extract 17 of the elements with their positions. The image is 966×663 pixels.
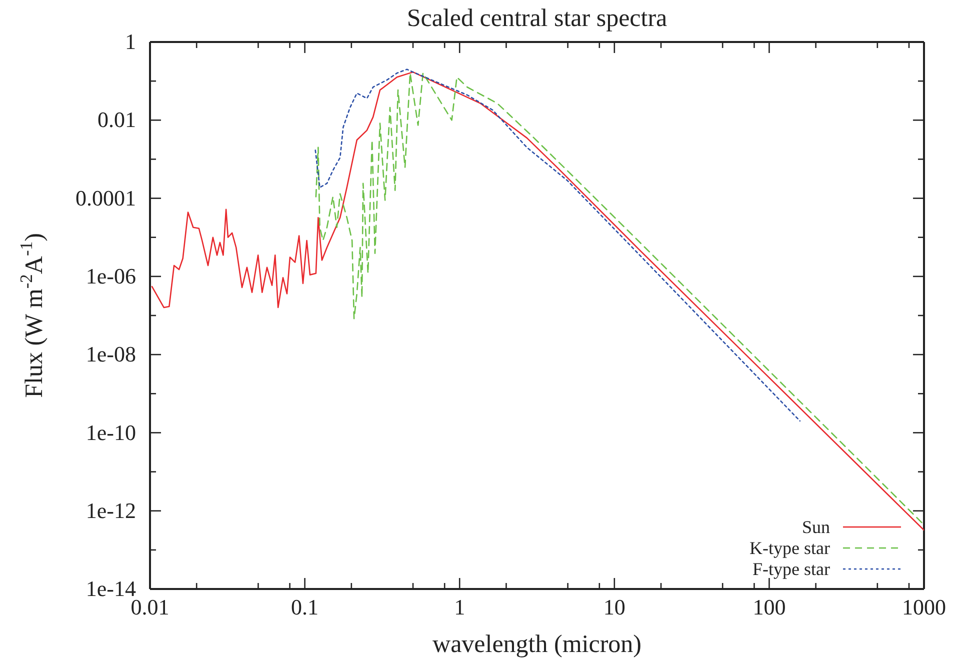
y-tick-label: 1e-06 bbox=[86, 263, 136, 288]
legend-label: Sun bbox=[802, 517, 830, 537]
x-tick-label: 1000 bbox=[902, 594, 946, 620]
x-tick-label: 0.1 bbox=[291, 594, 319, 620]
y-tick-label: 1e-12 bbox=[86, 498, 136, 523]
y-tick-label: 0.01 bbox=[98, 107, 136, 132]
x-tick-label: 1 bbox=[454, 594, 466, 620]
y-tick-label: 1e-08 bbox=[86, 342, 136, 367]
y-tick-label: 1 bbox=[125, 29, 136, 54]
legend-label: K-type star bbox=[750, 538, 830, 558]
y-tick-label: 0.0001 bbox=[76, 185, 136, 210]
y-tick-label: 1e-10 bbox=[86, 420, 136, 445]
x-tick-label: 100 bbox=[752, 594, 786, 620]
x-tick-label: 10 bbox=[603, 594, 626, 620]
legend-label: F-type star bbox=[752, 559, 830, 579]
chart-title: Scaled central star spectra bbox=[406, 5, 668, 32]
x-axis-title: wavelength (micron) bbox=[432, 631, 642, 658]
